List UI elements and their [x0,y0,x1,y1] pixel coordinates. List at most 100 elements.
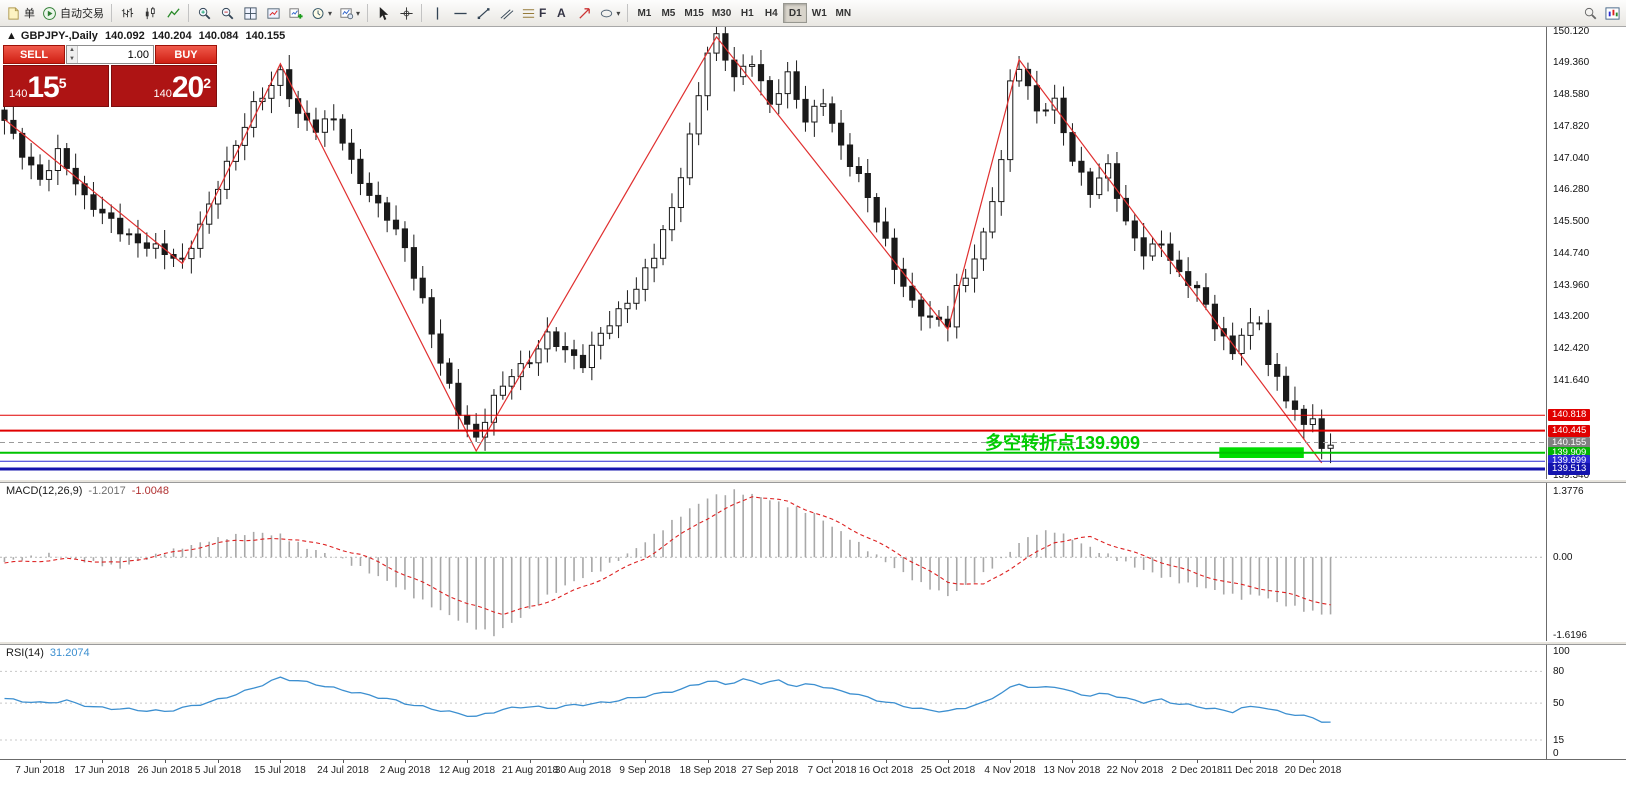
template-dropdown-button[interactable]: ▾ [336,2,363,24]
date-label: 20 Dec 2018 [1284,765,1342,776]
price-axis[interactable]: 150.120 149.360 148.580 147.820 147.040 146.2… [1546,26,1626,481]
new-order-button[interactable]: 单 [3,2,38,24]
macd-name: MACD(12,26,9) [6,485,83,497]
main-plot[interactable]: ▲ GBPJPY-,Daily 140.092 140.204 140.084 1… [0,27,1546,479]
price-tick-label: 142.420 [1553,343,1590,354]
candle-chart-icon [145,6,155,19]
draw-text-button[interactable]: A [550,2,572,24]
sell-price-prefix: 140 [9,88,28,100]
arrow-tool-icon [579,7,590,19]
separator [627,4,629,22]
crosshair-button[interactable] [395,2,417,24]
vertical-line-icon [436,6,438,20]
price-tick-label: 139.340 [1553,470,1590,481]
autotrading-label: 自动交易 [60,8,104,20]
new-chart-window-button[interactable] [1601,2,1623,24]
macd-tick-label: 1.3776 [1553,486,1584,497]
crosshair-icon [399,6,413,20]
timeframe-m5-button[interactable]: M5 [661,7,676,19]
rsi-tick-label: 50 [1553,698,1565,709]
timeframe-m30-button[interactable]: M30 [711,7,732,19]
sell-price-display[interactable]: 140 15 5 [3,65,109,107]
timeframe-d1-button[interactable]: D1 [783,3,808,23]
stepper-down-icon[interactable]: ▼ [67,54,77,63]
draw-channel-button[interactable] [495,2,517,24]
timeframe-m1-button[interactable]: M1 [637,7,652,19]
panel-splitter[interactable] [0,641,1626,645]
price-line-label: 139.513 [1548,463,1591,475]
time-tick [343,760,344,763]
shapes-dropdown-button[interactable]: ▾ [596,2,623,24]
toolbar-right-group [1579,2,1623,24]
separator [111,4,112,22]
bar-chart-icon [121,7,133,17]
time-tick [1250,760,1251,763]
draw-hline-button[interactable] [449,2,471,24]
timeframe-mn-button[interactable]: MN [835,7,852,19]
rsi-tick-label: 0 [1553,748,1559,759]
date-label: 21 Aug 2018 [501,765,559,776]
volume-input[interactable] [78,46,153,63]
date-label: 24 Jul 2018 [317,765,369,776]
period-dropdown-button[interactable]: ▾ [308,2,335,24]
zoom-out-button[interactable] [216,2,238,24]
time-tick [708,760,709,763]
trendline-icon [477,7,490,19]
separator [188,4,189,22]
buy-price-display[interactable]: 140 20 2 [111,65,217,107]
macd-value-signal: -1.0048 [131,485,170,497]
indicator-list-button[interactable] [262,2,284,24]
date-label: 22 Nov 2018 [1106,765,1164,776]
timeframe-m15-button[interactable]: M15 [684,7,704,19]
search-button[interactable] [1579,2,1601,24]
draw-trendline-button[interactable] [472,2,494,24]
bar-chart-button[interactable] [116,2,138,24]
text-tool-icon: A [557,6,566,20]
price-tick-label: 144.740 [1553,248,1590,259]
macd-axis[interactable]: 1.3776 0.00 -1.6196 [1546,483,1626,641]
panel-splitter[interactable] [0,479,1626,483]
time-tick [770,760,771,763]
draw-fibonacci-button[interactable]: F [518,2,549,24]
macd-plot[interactable]: MACD(12,26,9) -1.2017 -1.0048 [0,483,1546,641]
add-indicator-button[interactable] [285,2,307,24]
cursor-button[interactable] [372,2,394,24]
indicator-list-icon [266,7,280,19]
time-axis[interactable]: 7 Jun 2018 17 Jun 2018 26 Jun 2018 5 Jul 20… [0,759,1626,811]
time-tick [165,760,166,763]
date-label: 15 Jul 2018 [254,765,306,776]
chevron-down-icon: ▾ [356,8,361,18]
rsi-panel: RSI(14) 31.2074 100 80 50 15 0 [0,645,1626,759]
stepper-up-icon[interactable]: ▲ [67,46,77,55]
symbol-marker-icon: ▲ [6,30,17,42]
buy-button[interactable]: BUY [155,45,217,64]
buy-price-prefix: 140 [153,88,172,100]
timeframe-h1-button[interactable]: H1 [740,7,754,19]
line-chart-button[interactable] [162,2,184,24]
price-line-label: 140.155 [1548,437,1591,449]
rsi-axis[interactable]: 100 80 50 15 0 [1546,645,1626,759]
tile-windows-button[interactable] [239,2,261,24]
autotrading-button[interactable]: 自动交易 [39,2,107,24]
tile-windows-icon [243,6,257,20]
macd-panel: MACD(12,26,9) -1.2017 -1.0048 1.3776 0.00 -1… [0,483,1626,641]
candle-chart-button[interactable] [139,2,161,24]
price-tick-label: 146.280 [1553,184,1590,195]
separator [367,4,369,22]
draw-arrows-button[interactable] [573,2,595,24]
time-tick [583,760,584,763]
timeframe-h4-button[interactable]: H4 [764,7,778,19]
volume-stepper[interactable]: ▲ ▼ [67,46,78,63]
timeframe-w1-button[interactable]: W1 [811,7,827,19]
zoom-in-button[interactable] [193,2,215,24]
timeframe-group: M1 M5 M15 M30 H1 H4 D1 W1 MN [632,3,855,23]
time-tick [102,760,103,763]
price-tick-label: 147.820 [1553,121,1590,132]
date-label: 25 Oct 2018 [920,765,976,776]
turning-point-annotation[interactable]: 多空转折点139.909 [985,433,1141,453]
clock-icon [312,7,324,19]
shapes-icon [601,9,613,17]
sell-button[interactable]: SELL [3,45,65,64]
draw-vline-button[interactable] [426,2,448,24]
rsi-plot[interactable]: RSI(14) 31.2074 [0,645,1546,759]
